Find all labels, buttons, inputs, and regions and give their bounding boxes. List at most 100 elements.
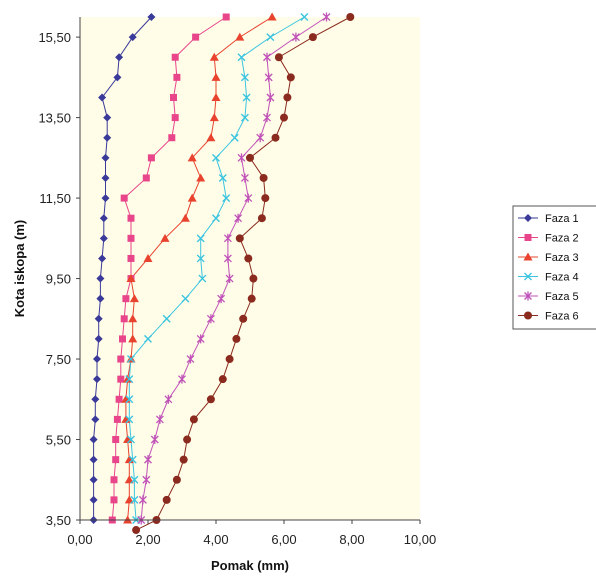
data-point-faza-4 — [125, 375, 134, 384]
data-point-faza-1 — [91, 395, 100, 404]
data-point-faza-1 — [94, 314, 103, 323]
data-point-faza-2 — [112, 436, 120, 444]
data-point-faza-3 — [124, 475, 134, 484]
data-point-faza-6 — [257, 214, 266, 223]
data-point-faza-4 — [212, 153, 220, 162]
data-point-faza-1 — [98, 93, 107, 102]
data-point-faza-2 — [113, 415, 121, 423]
y-tick-label: 13,50 — [38, 111, 71, 126]
data-point-faza-6 — [172, 475, 181, 484]
data-point-faza-6 — [244, 254, 253, 263]
data-point-faza-2 — [120, 315, 128, 323]
data-point-faza-1 — [93, 375, 101, 384]
data-point-faza-6 — [232, 334, 241, 343]
data-point-faza-2 — [173, 73, 181, 81]
y-tick-label: 11,50 — [39, 191, 71, 206]
data-point-faza-1 — [101, 173, 110, 182]
data-point-faza-6 — [189, 415, 198, 424]
legend-item-faza-5: Faza 5 — [518, 291, 579, 303]
data-point-faza-6 — [225, 355, 234, 364]
x-tick-label: 0,00 — [67, 532, 92, 547]
data-point-faza-4 — [266, 33, 275, 42]
data-point-faza-2 — [120, 194, 128, 202]
y-ticks: 3,50 5,50 7,50 9,50 11,50 13,50 15,50 — [38, 30, 80, 528]
series-points-faza-6 — [132, 13, 355, 535]
data-point-faza-5 — [142, 475, 151, 485]
data-point-faza-2 — [170, 93, 177, 101]
data-point-faza-4 — [130, 475, 139, 484]
data-point-faza-2 — [117, 355, 125, 363]
data-point-faza-3 — [209, 113, 219, 122]
y-tick-label: 5,50 — [46, 433, 71, 448]
data-point-faza-5 — [150, 435, 159, 445]
legend-label: Faza 3 — [545, 252, 579, 264]
data-point-faza-3 — [209, 52, 219, 61]
y-axis-title: Kota iskopa (m) — [12, 220, 27, 318]
data-point-faza-3 — [124, 495, 134, 504]
data-point-faza-2 — [112, 456, 120, 464]
data-point-faza-4 — [198, 274, 207, 283]
data-point-faza-5 — [155, 414, 164, 424]
data-point-faza-2 — [168, 134, 176, 142]
data-point-faza-3 — [187, 153, 197, 162]
data-point-faza-3 — [206, 133, 216, 142]
data-point-faza-6 — [235, 234, 244, 243]
data-point-faza-6 — [308, 33, 317, 42]
legend-marker-faza-1 — [524, 214, 532, 222]
data-point-faza-5 — [223, 233, 232, 243]
data-point-faza-5 — [217, 294, 226, 304]
y-tick-label: 9,50 — [46, 272, 71, 287]
legend: Faza 1 Faza 2 Faza 3 Faza 4 Faza 5 Faza 6 — [512, 205, 596, 330]
data-point-faza-5 — [196, 334, 205, 344]
data-point-faza-5 — [263, 113, 271, 123]
data-point-faza-6 — [162, 495, 171, 504]
data-point-faza-2 — [110, 496, 118, 504]
data-point-faza-1 — [89, 475, 98, 484]
data-point-faza-4 — [144, 334, 152, 343]
data-point-faza-1 — [128, 33, 137, 42]
data-point-faza-4 — [127, 355, 135, 364]
data-point-faza-1 — [94, 334, 103, 343]
data-point-faza-5 — [144, 455, 152, 465]
data-point-faza-1 — [101, 194, 110, 203]
data-point-faza-5 — [263, 52, 271, 62]
x-axis-title: Pomak (mm) — [211, 558, 289, 573]
data-point-faza-5 — [322, 12, 331, 22]
data-point-faza-3 — [235, 32, 245, 41]
y-tick-label: 7,50 — [46, 352, 71, 367]
data-point-faza-2 — [171, 53, 179, 61]
data-point-faza-6 — [280, 113, 288, 122]
legend-marker-faza-6 — [524, 311, 532, 320]
data-point-faza-2 — [127, 234, 135, 242]
data-point-faza-5 — [234, 213, 243, 223]
data-point-faza-4 — [196, 234, 205, 243]
data-point-faza-6 — [247, 294, 256, 303]
data-point-faza-5 — [291, 32, 300, 42]
legend-label: Faza 1 — [545, 213, 579, 225]
series-points-faza-5 — [137, 12, 331, 525]
data-point-faza-3 — [128, 334, 138, 343]
data-point-faza-2 — [115, 395, 123, 403]
data-point-faza-4 — [212, 214, 220, 223]
data-point-faza-1 — [99, 234, 108, 243]
data-point-faza-6 — [286, 73, 295, 82]
data-point-faza-3 — [128, 314, 138, 323]
data-point-faza-6 — [283, 93, 292, 102]
data-point-faza-5 — [240, 173, 249, 183]
data-point-faza-3 — [126, 274, 136, 283]
data-point-faza-2 — [110, 476, 118, 484]
data-point-faza-5 — [164, 394, 173, 404]
data-point-faza-4 — [218, 173, 227, 182]
x-ticks: 0,00 2,00 4,00 6,00 8,00 10,00 — [67, 520, 436, 547]
data-point-faza-1 — [101, 153, 110, 162]
data-point-faza-4 — [300, 13, 309, 21]
y-tick-label: 3,50 — [46, 513, 71, 528]
data-point-faza-2 — [117, 375, 125, 383]
data-point-faza-1 — [89, 455, 98, 464]
data-point-faza-1 — [96, 274, 105, 283]
data-point-faza-1 — [91, 415, 100, 424]
data-point-faza-5 — [256, 133, 265, 143]
data-point-faza-3 — [187, 193, 197, 202]
data-point-faza-6 — [261, 194, 270, 203]
data-point-faza-6 — [274, 53, 283, 62]
